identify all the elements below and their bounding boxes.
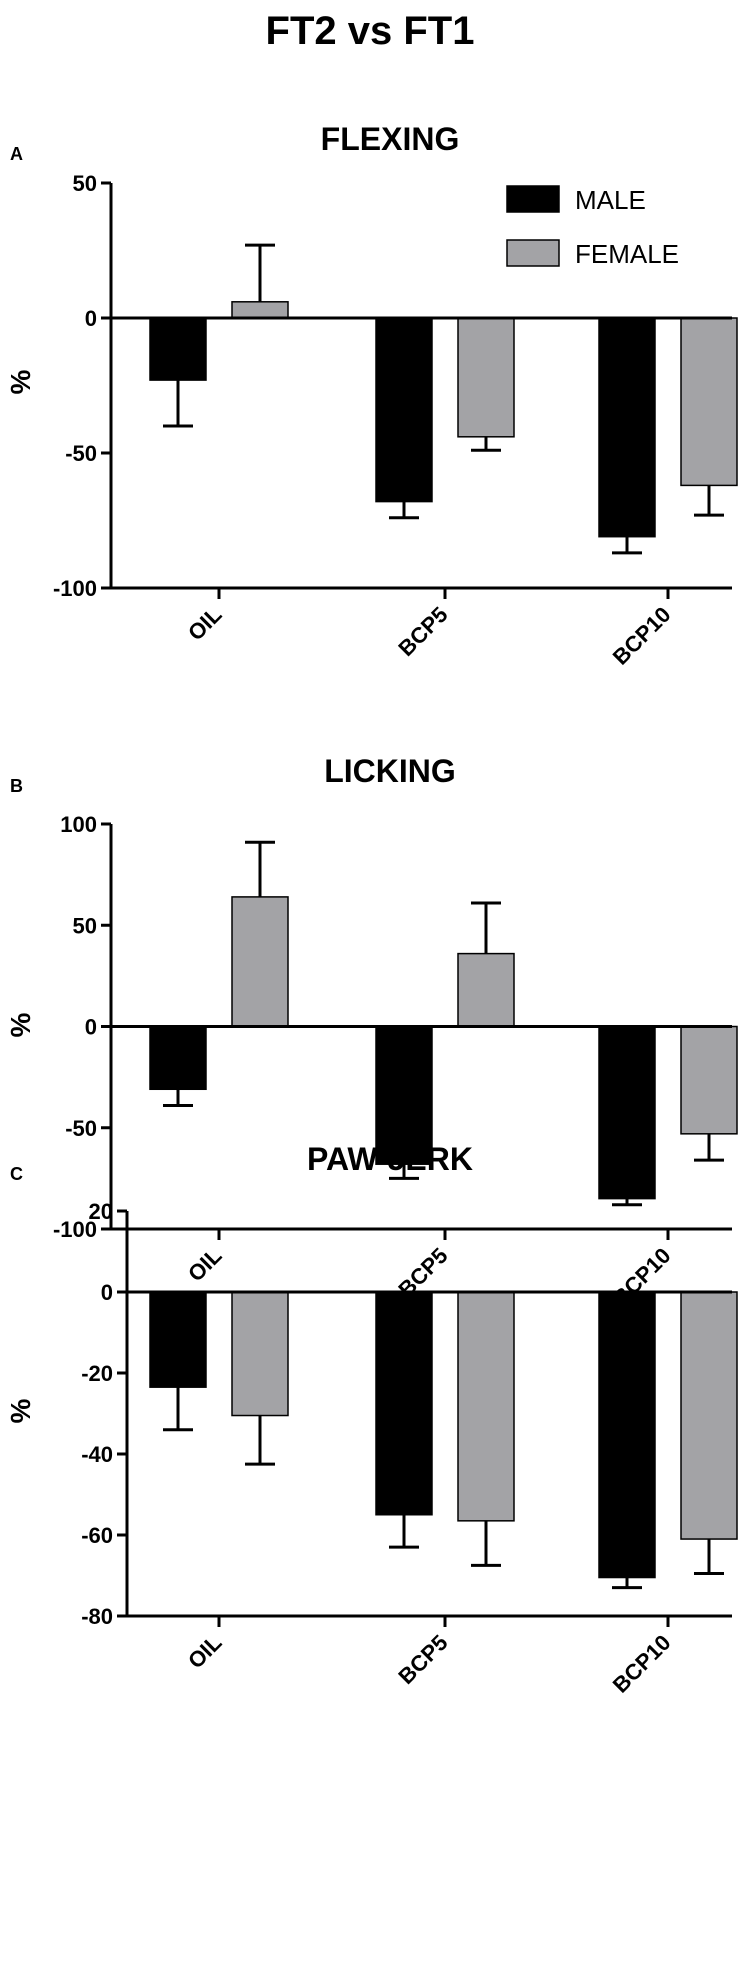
panel-letter: A bbox=[10, 144, 23, 164]
y-tick-label: -100 bbox=[53, 576, 97, 601]
y-tick-label: -40 bbox=[81, 1442, 113, 1467]
y-axis-label: % bbox=[5, 369, 36, 394]
x-tick-label: BCP10 bbox=[608, 1630, 676, 1698]
panel-letter: B bbox=[10, 776, 23, 796]
y-tick-label: 0 bbox=[101, 1280, 113, 1305]
y-axis-label: % bbox=[5, 1012, 36, 1037]
bar-male-bcp10 bbox=[598, 317, 656, 538]
y-axis-label: % bbox=[5, 1398, 36, 1423]
y-tick-label: -50 bbox=[65, 1116, 97, 1141]
panel-letter: C bbox=[10, 1164, 23, 1184]
bar-female-bcp5 bbox=[457, 952, 515, 1028]
bar-female-oil bbox=[231, 301, 289, 319]
panel-c-paw-jerk: C PAW-JERK % 20 0 -20 -40 -60 -80 OIL BCP5 BCP10 bbox=[5, 1141, 738, 1698]
legend-label-male: MALE bbox=[575, 185, 646, 215]
legend-label-female: FEMALE bbox=[575, 239, 679, 269]
y-tick-label: 50 bbox=[73, 171, 97, 196]
bar-female-oil bbox=[231, 1291, 289, 1417]
y-tick-label: 0 bbox=[85, 306, 97, 331]
bar-female-bcp10 bbox=[680, 317, 738, 487]
bar-female-oil bbox=[231, 896, 289, 1028]
x-tick-label: OIL bbox=[183, 1630, 227, 1674]
legend: MALE FEMALE bbox=[506, 185, 679, 269]
bar-male-bcp10 bbox=[598, 1291, 656, 1579]
bar-male-bcp5 bbox=[375, 1291, 433, 1516]
x-tick-label: BCP5 bbox=[393, 1630, 452, 1689]
y-tick-label: -50 bbox=[65, 441, 97, 466]
legend-swatch-female bbox=[506, 239, 560, 267]
bar-male-bcp10 bbox=[598, 1025, 656, 1200]
y-tick-label: 20 bbox=[89, 1199, 113, 1224]
y-tick-label: 50 bbox=[73, 913, 97, 938]
figure-title: FT2 vs FT1 bbox=[266, 9, 475, 53]
y-tick-label: 100 bbox=[60, 812, 97, 837]
panel-a-flexing: A FLEXING MALE FEMALE % 50 0 -50 -100 OIL BCP5… bbox=[5, 121, 738, 670]
y-tick-label: -60 bbox=[81, 1523, 113, 1548]
bar-female-bcp5 bbox=[457, 1291, 515, 1522]
panel-title: PAW-JERK bbox=[307, 1141, 473, 1177]
x-tick-label: BCP5 bbox=[393, 602, 452, 661]
legend-swatch-male bbox=[506, 185, 560, 213]
x-tick-label: OIL bbox=[183, 1243, 227, 1287]
bar-male-bcp5 bbox=[375, 1025, 433, 1165]
panel-title: FLEXING bbox=[321, 121, 460, 157]
bar-female-bcp5 bbox=[457, 317, 515, 438]
y-tick-label: -20 bbox=[81, 1361, 113, 1386]
x-tick-label: BCP10 bbox=[608, 602, 676, 670]
bar-female-bcp10 bbox=[680, 1291, 738, 1540]
y-tick-label: 0 bbox=[85, 1015, 97, 1040]
bar-female-bcp10 bbox=[680, 1025, 738, 1135]
y-tick-label: -80 bbox=[81, 1604, 113, 1629]
x-tick-label: OIL bbox=[183, 602, 227, 646]
bar-male-oil bbox=[149, 1291, 207, 1388]
bar-male-oil bbox=[149, 1025, 207, 1091]
panel-title: LICKING bbox=[324, 753, 456, 789]
bar-male-bcp5 bbox=[375, 317, 433, 503]
y-tick-label: -100 bbox=[53, 1217, 97, 1242]
bar-male-oil bbox=[149, 317, 207, 381]
